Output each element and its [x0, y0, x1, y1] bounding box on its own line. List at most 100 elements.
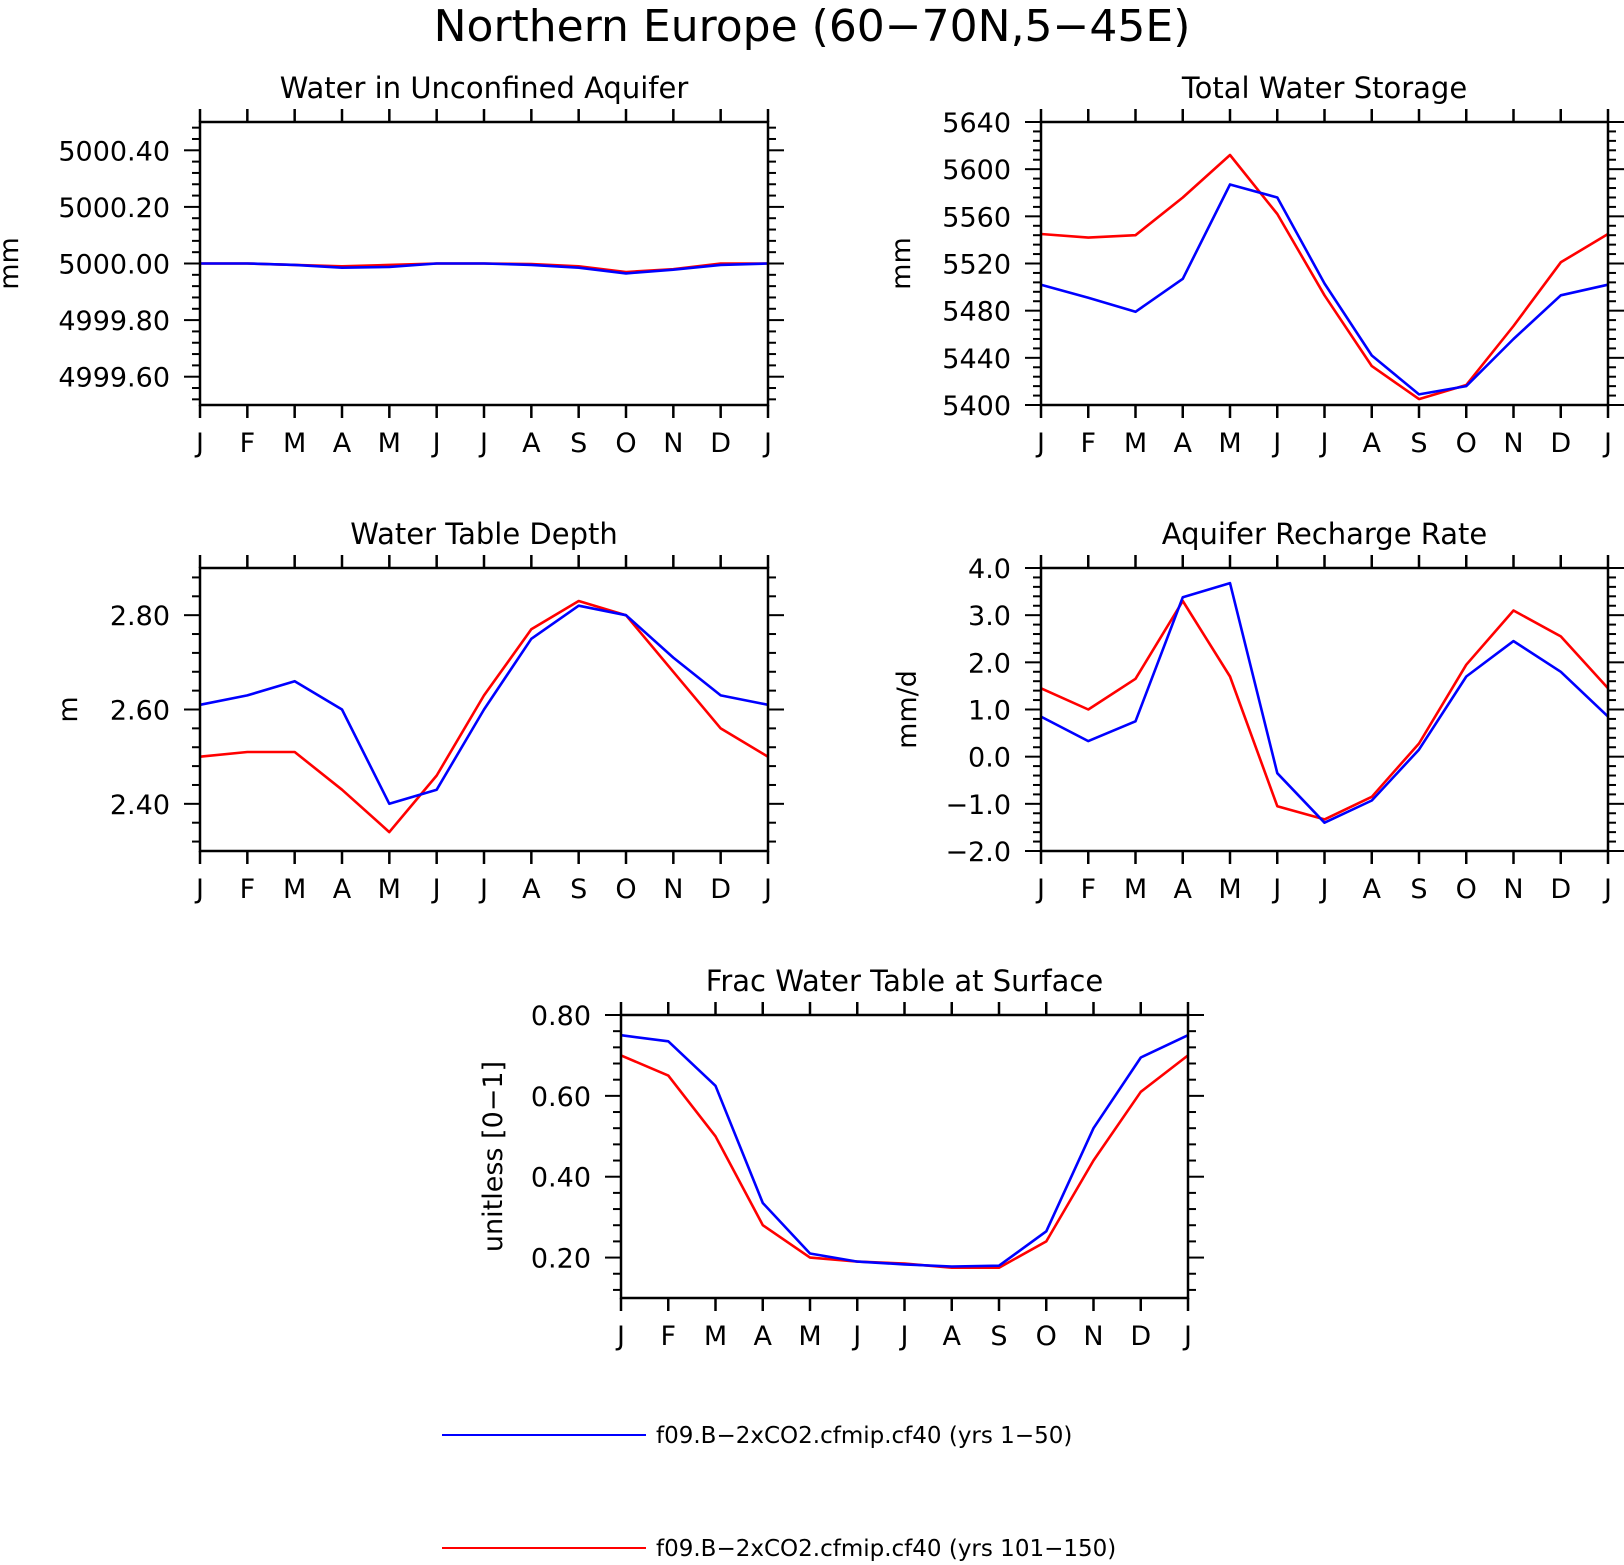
series-line-run2 — [199, 599, 769, 834]
x-tick-label: J — [1182, 1321, 1192, 1352]
x-tick-label: A — [1363, 428, 1382, 459]
x-tick-label: D — [1550, 874, 1571, 905]
series-line-run1 — [1040, 581, 1609, 825]
x-tick-label: M — [378, 874, 401, 905]
y-tick-label: 0.40 — [531, 1163, 591, 1194]
panel-title: Aquifer Recharge Rate — [1162, 517, 1488, 551]
panel-title: Frac Water Table at Surface — [706, 964, 1103, 998]
x-tick-label: J — [1319, 874, 1329, 905]
series-line-run1 — [620, 1033, 1189, 1268]
x-tick-label: A — [1363, 874, 1382, 905]
x-tick-label: M — [704, 1321, 727, 1352]
x-tick-label: A — [522, 428, 541, 459]
x-tick-label: N — [663, 874, 683, 905]
figure-title: Northern Europe (60−70N,5−45E) — [434, 1, 1191, 52]
x-tick-label: J — [762, 428, 772, 459]
y-tick-label: 0.0 — [968, 743, 1011, 774]
x-tick-label: J — [1271, 428, 1281, 459]
y-tick-label: 5560 — [942, 202, 1011, 233]
x-tick-label: J — [1602, 428, 1612, 459]
x-tick-label: J — [194, 428, 204, 459]
x-tick-label: O — [615, 874, 636, 905]
x-tick-label: D — [1130, 1321, 1151, 1352]
legend: f09.B−2xCO2.cfmip.cf40 (yrs 1−50) f09.B−… — [442, 1423, 1116, 1562]
plot-frame — [1039, 566, 1610, 853]
x-tick-label: O — [615, 428, 636, 459]
x-tick-label: F — [1080, 874, 1096, 905]
x-tick-label: J — [851, 1321, 861, 1352]
x-tick-label: D — [1550, 428, 1571, 459]
panel-title: Total Water Storage — [1181, 71, 1467, 105]
y-tick-label: 1.0 — [968, 696, 1011, 727]
x-tick-label: J — [1271, 874, 1281, 905]
x-tick-label: F — [660, 1321, 676, 1352]
x-tick-label: J — [762, 874, 772, 905]
y-tick-label: 4999.80 — [58, 306, 170, 337]
y-tick-label: 2.60 — [110, 696, 170, 727]
series-line-run1 — [200, 262, 769, 275]
x-tick-label: M — [798, 1321, 821, 1352]
x-tick-label: F — [240, 428, 256, 459]
x-tick-label: S — [990, 1321, 1007, 1352]
y-tick-label: 2.40 — [110, 790, 170, 821]
y-axis-label: mm — [0, 237, 25, 290]
y-tick-label: 3.0 — [968, 601, 1011, 632]
x-tick-label: N — [1083, 1321, 1103, 1352]
x-tick-label: J — [1319, 428, 1329, 459]
y-tick-label: 5440 — [942, 344, 1011, 375]
y-tick-label: 5000.40 — [58, 136, 170, 167]
x-tick-label: S — [570, 874, 587, 905]
y-tick-label: 5000.00 — [58, 250, 170, 281]
x-tick-label: A — [943, 1321, 962, 1352]
y-tick-label: 0.20 — [531, 1244, 591, 1275]
x-tick-label: J — [478, 874, 488, 905]
x-tick-label: A — [333, 428, 352, 459]
x-tick-label: M — [283, 874, 306, 905]
y-tick-label: 4.0 — [968, 554, 1011, 585]
x-tick-label: M — [1218, 874, 1241, 905]
plot-frame — [1039, 120, 1610, 407]
y-axis-label: mm — [886, 237, 917, 290]
x-tick-label: M — [283, 428, 306, 459]
x-tick-label: S — [570, 428, 587, 459]
x-tick-label: A — [754, 1321, 773, 1352]
y-tick-label: 0.80 — [531, 1001, 591, 1032]
y-tick-label: 0.60 — [531, 1082, 591, 1113]
y-tick-label: 2.80 — [110, 601, 170, 632]
x-tick-label: J — [899, 1321, 909, 1352]
y-tick-label: 5600 — [942, 155, 1011, 186]
x-tick-label: J — [431, 428, 441, 459]
x-tick-label: A — [333, 874, 352, 905]
series-line-run1 — [1040, 183, 1609, 396]
x-tick-label: J — [615, 1321, 625, 1352]
x-tick-label: F — [1080, 428, 1096, 459]
x-tick-label: M — [1124, 428, 1147, 459]
y-tick-label: 2.0 — [968, 648, 1011, 679]
panel-frac-water-table-at-surface: Frac Water Table at Surface unitless [0−1… — [478, 964, 1204, 1352]
panel-title: Water in Unconfined Aquifer — [280, 71, 689, 105]
x-tick-label: O — [1456, 874, 1477, 905]
panel-title: Water Table Depth — [350, 517, 618, 551]
legend-label-run2: f09.B−2xCO2.cfmip.cf40 (yrs 101−150) — [656, 1536, 1116, 1562]
y-tick-label: 5640 — [942, 108, 1011, 139]
y-axis-label: unitless [0−1] — [478, 1061, 509, 1252]
x-tick-label: O — [1036, 1321, 1057, 1352]
y-tick-label: −2.0 — [945, 837, 1011, 868]
series-line-run2 — [1040, 599, 1609, 821]
y-tick-label: 4999.60 — [58, 363, 170, 394]
y-axis-label: m — [53, 696, 84, 722]
x-tick-label: S — [1410, 874, 1427, 905]
x-tick-label: D — [710, 428, 731, 459]
x-tick-label: J — [431, 874, 441, 905]
x-tick-label: A — [522, 874, 541, 905]
x-tick-label: S — [1410, 428, 1427, 459]
x-tick-label: N — [663, 428, 683, 459]
x-tick-label: M — [378, 428, 401, 459]
y-tick-label: 5480 — [942, 297, 1011, 328]
plot-frame — [619, 1013, 1190, 1300]
y-tick-label: 5520 — [942, 250, 1011, 281]
